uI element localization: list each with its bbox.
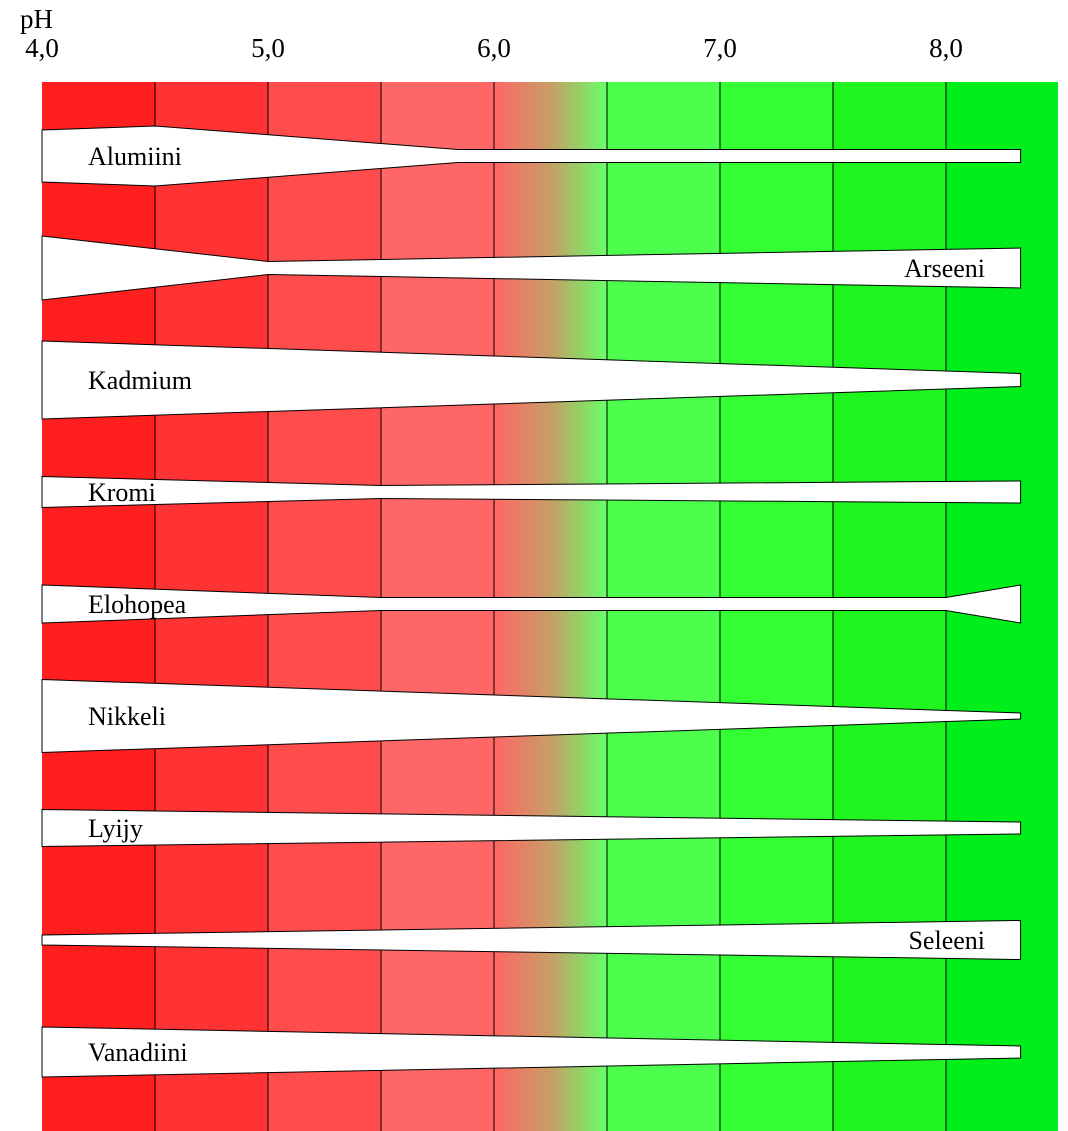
metal-label: Kadmium — [88, 366, 192, 395]
metal-band-seleeni — [41, 919, 1022, 961]
metal-band-kadmium — [41, 340, 1022, 420]
metal-label: Elohopea — [88, 590, 187, 619]
metal-band-kromi — [41, 475, 1022, 509]
metal-label: Vanadiini — [88, 1038, 188, 1067]
metal-label: Alumiini — [88, 142, 182, 171]
ph-tick-label: 4,0 — [25, 33, 59, 63]
ph-tick-label: 7,0 — [703, 33, 737, 63]
metal-band-arseeni — [41, 235, 1022, 301]
ph-tick-labels: 4,0 5,0 6,0 7,0 8,0 — [25, 33, 963, 63]
ph-tick-label: 8,0 — [929, 33, 963, 63]
metal-band-alumiini — [41, 125, 1022, 187]
metal-label: Kromi — [88, 478, 156, 507]
metal-band-nikkeli — [41, 678, 1022, 754]
ph-tick-label: 6,0 — [477, 33, 511, 63]
metal-label: Arseeni — [904, 254, 985, 283]
ph-axis-label: pH — [20, 4, 53, 34]
ph-tick-label: 5,0 — [251, 33, 285, 63]
metal-label: Lyijy — [88, 814, 143, 843]
metal-label: Seleeni — [908, 926, 985, 955]
metal-band-elohopea — [41, 584, 1022, 624]
metal-band-lyijy — [41, 808, 1022, 848]
metal-bands: Alumiini Arseeni Kadmium Kromi Elohopea Nikke… — [41, 125, 1022, 1078]
metal-band-vanadiini — [41, 1026, 1022, 1078]
metal-label: Nikkeli — [88, 702, 166, 731]
